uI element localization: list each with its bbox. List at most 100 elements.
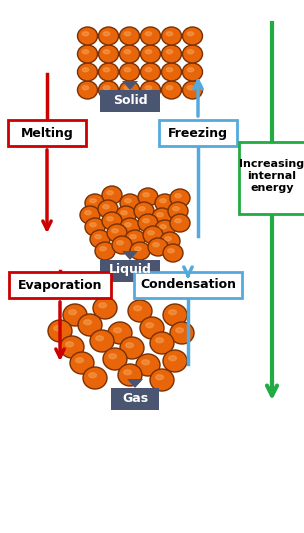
- Ellipse shape: [169, 310, 177, 314]
- Ellipse shape: [114, 328, 122, 333]
- Ellipse shape: [130, 242, 150, 260]
- Ellipse shape: [89, 373, 96, 378]
- Ellipse shape: [103, 205, 109, 209]
- Ellipse shape: [103, 32, 110, 36]
- Ellipse shape: [90, 230, 110, 248]
- Ellipse shape: [78, 63, 98, 81]
- Ellipse shape: [85, 211, 91, 215]
- Ellipse shape: [168, 202, 188, 220]
- Ellipse shape: [134, 202, 154, 220]
- Ellipse shape: [134, 306, 141, 311]
- Ellipse shape: [118, 364, 142, 386]
- Ellipse shape: [140, 63, 161, 81]
- Ellipse shape: [138, 188, 158, 206]
- Ellipse shape: [175, 193, 181, 198]
- Ellipse shape: [78, 81, 98, 99]
- Polygon shape: [122, 81, 138, 90]
- Ellipse shape: [156, 375, 164, 379]
- Ellipse shape: [140, 317, 164, 339]
- Ellipse shape: [136, 354, 160, 376]
- Ellipse shape: [161, 81, 181, 99]
- Text: Freezing: Freezing: [168, 126, 228, 140]
- Ellipse shape: [85, 218, 105, 236]
- Ellipse shape: [120, 337, 144, 359]
- Ellipse shape: [112, 236, 132, 254]
- Text: Solid: Solid: [113, 93, 147, 107]
- Ellipse shape: [69, 310, 77, 314]
- Ellipse shape: [176, 328, 184, 333]
- Ellipse shape: [107, 224, 127, 242]
- Ellipse shape: [78, 27, 98, 45]
- Ellipse shape: [93, 297, 117, 319]
- FancyBboxPatch shape: [239, 142, 304, 214]
- Ellipse shape: [153, 243, 159, 247]
- Ellipse shape: [124, 370, 132, 375]
- Ellipse shape: [182, 63, 202, 81]
- Ellipse shape: [146, 323, 154, 328]
- Ellipse shape: [187, 50, 194, 54]
- Ellipse shape: [187, 86, 194, 90]
- Polygon shape: [122, 251, 138, 260]
- Ellipse shape: [169, 356, 177, 361]
- Ellipse shape: [168, 249, 174, 253]
- Ellipse shape: [99, 303, 106, 308]
- Ellipse shape: [140, 45, 161, 63]
- Ellipse shape: [182, 81, 202, 99]
- FancyBboxPatch shape: [9, 272, 111, 298]
- Ellipse shape: [135, 247, 141, 251]
- Ellipse shape: [95, 235, 101, 239]
- Ellipse shape: [70, 352, 94, 374]
- Ellipse shape: [78, 45, 98, 63]
- Text: Evaporation: Evaporation: [18, 279, 102, 292]
- Ellipse shape: [82, 68, 89, 72]
- Ellipse shape: [145, 50, 152, 54]
- Ellipse shape: [103, 86, 110, 90]
- Ellipse shape: [143, 226, 163, 244]
- Ellipse shape: [103, 68, 110, 72]
- Ellipse shape: [60, 336, 84, 358]
- Ellipse shape: [148, 231, 154, 235]
- Ellipse shape: [82, 86, 89, 90]
- Ellipse shape: [150, 369, 174, 391]
- Ellipse shape: [125, 223, 131, 227]
- Ellipse shape: [170, 214, 190, 232]
- Ellipse shape: [112, 229, 118, 233]
- Text: Liquid: Liquid: [109, 263, 151, 277]
- Ellipse shape: [125, 230, 145, 248]
- Ellipse shape: [125, 199, 131, 203]
- Ellipse shape: [95, 242, 115, 260]
- Ellipse shape: [96, 336, 103, 341]
- Ellipse shape: [140, 27, 161, 45]
- Ellipse shape: [130, 235, 136, 239]
- Ellipse shape: [145, 86, 152, 90]
- Ellipse shape: [98, 200, 118, 218]
- Ellipse shape: [107, 217, 113, 221]
- Ellipse shape: [90, 330, 114, 352]
- Ellipse shape: [120, 194, 140, 212]
- Ellipse shape: [124, 86, 131, 90]
- Ellipse shape: [166, 32, 173, 36]
- Ellipse shape: [155, 220, 175, 238]
- Ellipse shape: [160, 199, 166, 203]
- FancyBboxPatch shape: [100, 260, 160, 282]
- Ellipse shape: [173, 207, 179, 211]
- Ellipse shape: [163, 244, 183, 262]
- Ellipse shape: [119, 81, 140, 99]
- Ellipse shape: [108, 322, 132, 344]
- Ellipse shape: [100, 247, 106, 251]
- Ellipse shape: [98, 63, 119, 81]
- Text: Condensation: Condensation: [140, 279, 236, 292]
- Ellipse shape: [161, 45, 181, 63]
- Ellipse shape: [90, 199, 96, 203]
- Ellipse shape: [175, 219, 181, 223]
- Ellipse shape: [121, 211, 127, 215]
- Ellipse shape: [120, 218, 140, 236]
- Ellipse shape: [119, 27, 140, 45]
- Ellipse shape: [145, 68, 152, 72]
- Ellipse shape: [66, 342, 74, 347]
- Ellipse shape: [117, 241, 123, 245]
- Ellipse shape: [103, 50, 110, 54]
- Ellipse shape: [165, 237, 171, 241]
- Ellipse shape: [119, 45, 140, 63]
- Ellipse shape: [187, 32, 194, 36]
